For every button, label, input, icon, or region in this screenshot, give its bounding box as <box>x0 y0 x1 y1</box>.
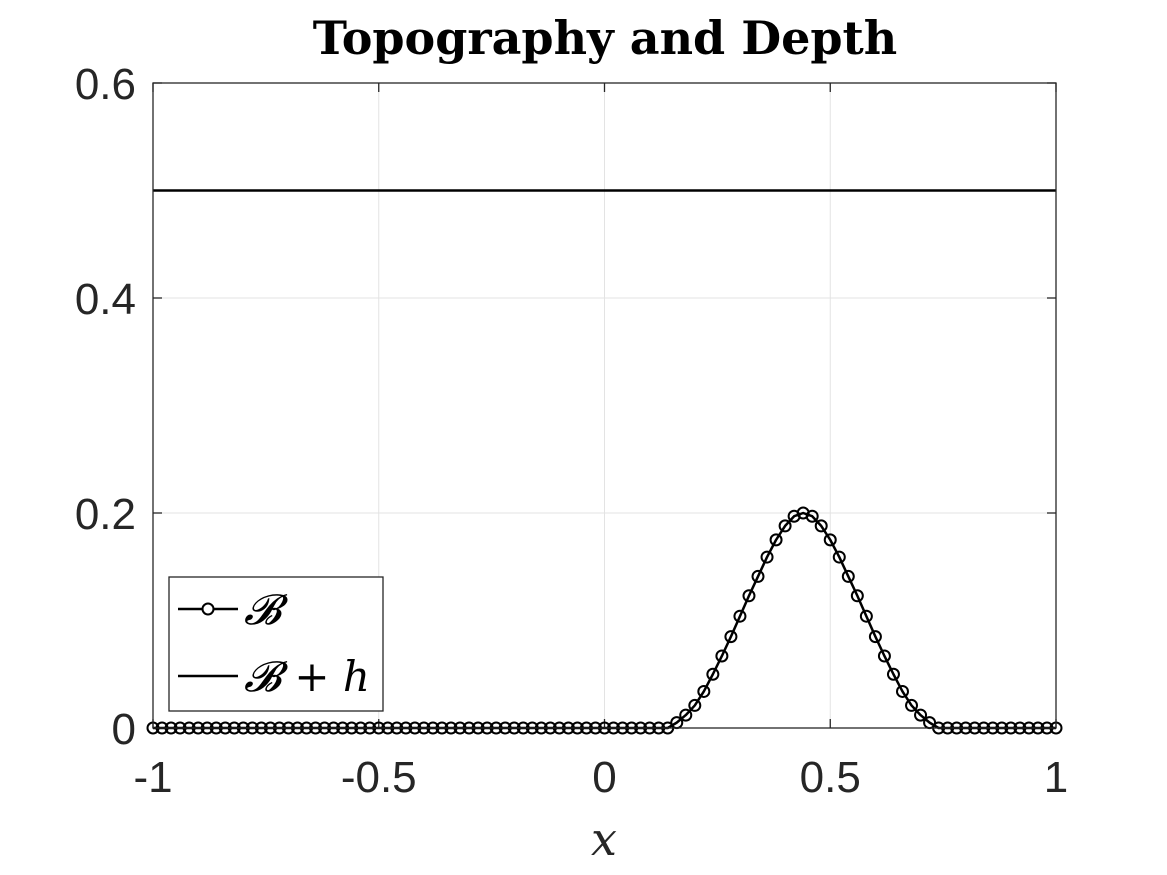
data-point <box>751 569 765 583</box>
x-tick-label: 0 <box>592 753 616 802</box>
data-point <box>688 698 702 712</box>
y-tick-label: 0.4 <box>75 275 136 324</box>
legend-box <box>168 576 384 712</box>
x-tick-label: -0.5 <box>341 753 417 802</box>
y-tick-label: 0.2 <box>75 490 136 539</box>
data-point <box>886 667 900 681</box>
data-point <box>706 667 720 681</box>
x-tick-label: 0.5 <box>800 753 861 802</box>
legend: 𝓑 𝓑 + h <box>168 576 384 712</box>
data-point <box>868 630 882 644</box>
data-point <box>724 630 738 644</box>
data-point <box>778 519 792 533</box>
data-point <box>832 550 846 564</box>
y-tick-label: 0.6 <box>75 60 136 109</box>
data-point <box>895 684 909 698</box>
data-point <box>715 649 729 663</box>
data-point <box>769 533 783 547</box>
legend-marker-circle-b <box>201 602 215 616</box>
y-tick-labels: 0 0.2 0.4 0.6 <box>75 60 136 754</box>
data-point <box>742 589 756 603</box>
chart-title: Topography and Depth <box>313 11 897 65</box>
data-point <box>805 509 819 523</box>
plot-area-frame <box>152 82 1057 729</box>
data-point <box>859 609 873 623</box>
data-point <box>850 589 864 603</box>
data-point <box>841 569 855 583</box>
x-tick-label: -1 <box>133 753 172 802</box>
x-axis-label: x <box>591 812 617 866</box>
x-tick-labels: -1 -0.5 0 0.5 1 <box>133 753 1068 802</box>
x-tick-label: 1 <box>1044 753 1068 802</box>
data-point <box>905 698 919 712</box>
data-point <box>877 649 891 663</box>
data-point <box>823 533 837 547</box>
data-point <box>733 609 747 623</box>
legend-label-b-plus-h: 𝓑 + h <box>244 652 370 701</box>
data-point <box>697 684 711 698</box>
data-point <box>679 708 693 722</box>
data-point <box>814 519 828 533</box>
data-point <box>914 708 928 722</box>
y-tick-label: 0 <box>112 705 136 754</box>
data-point <box>760 550 774 564</box>
